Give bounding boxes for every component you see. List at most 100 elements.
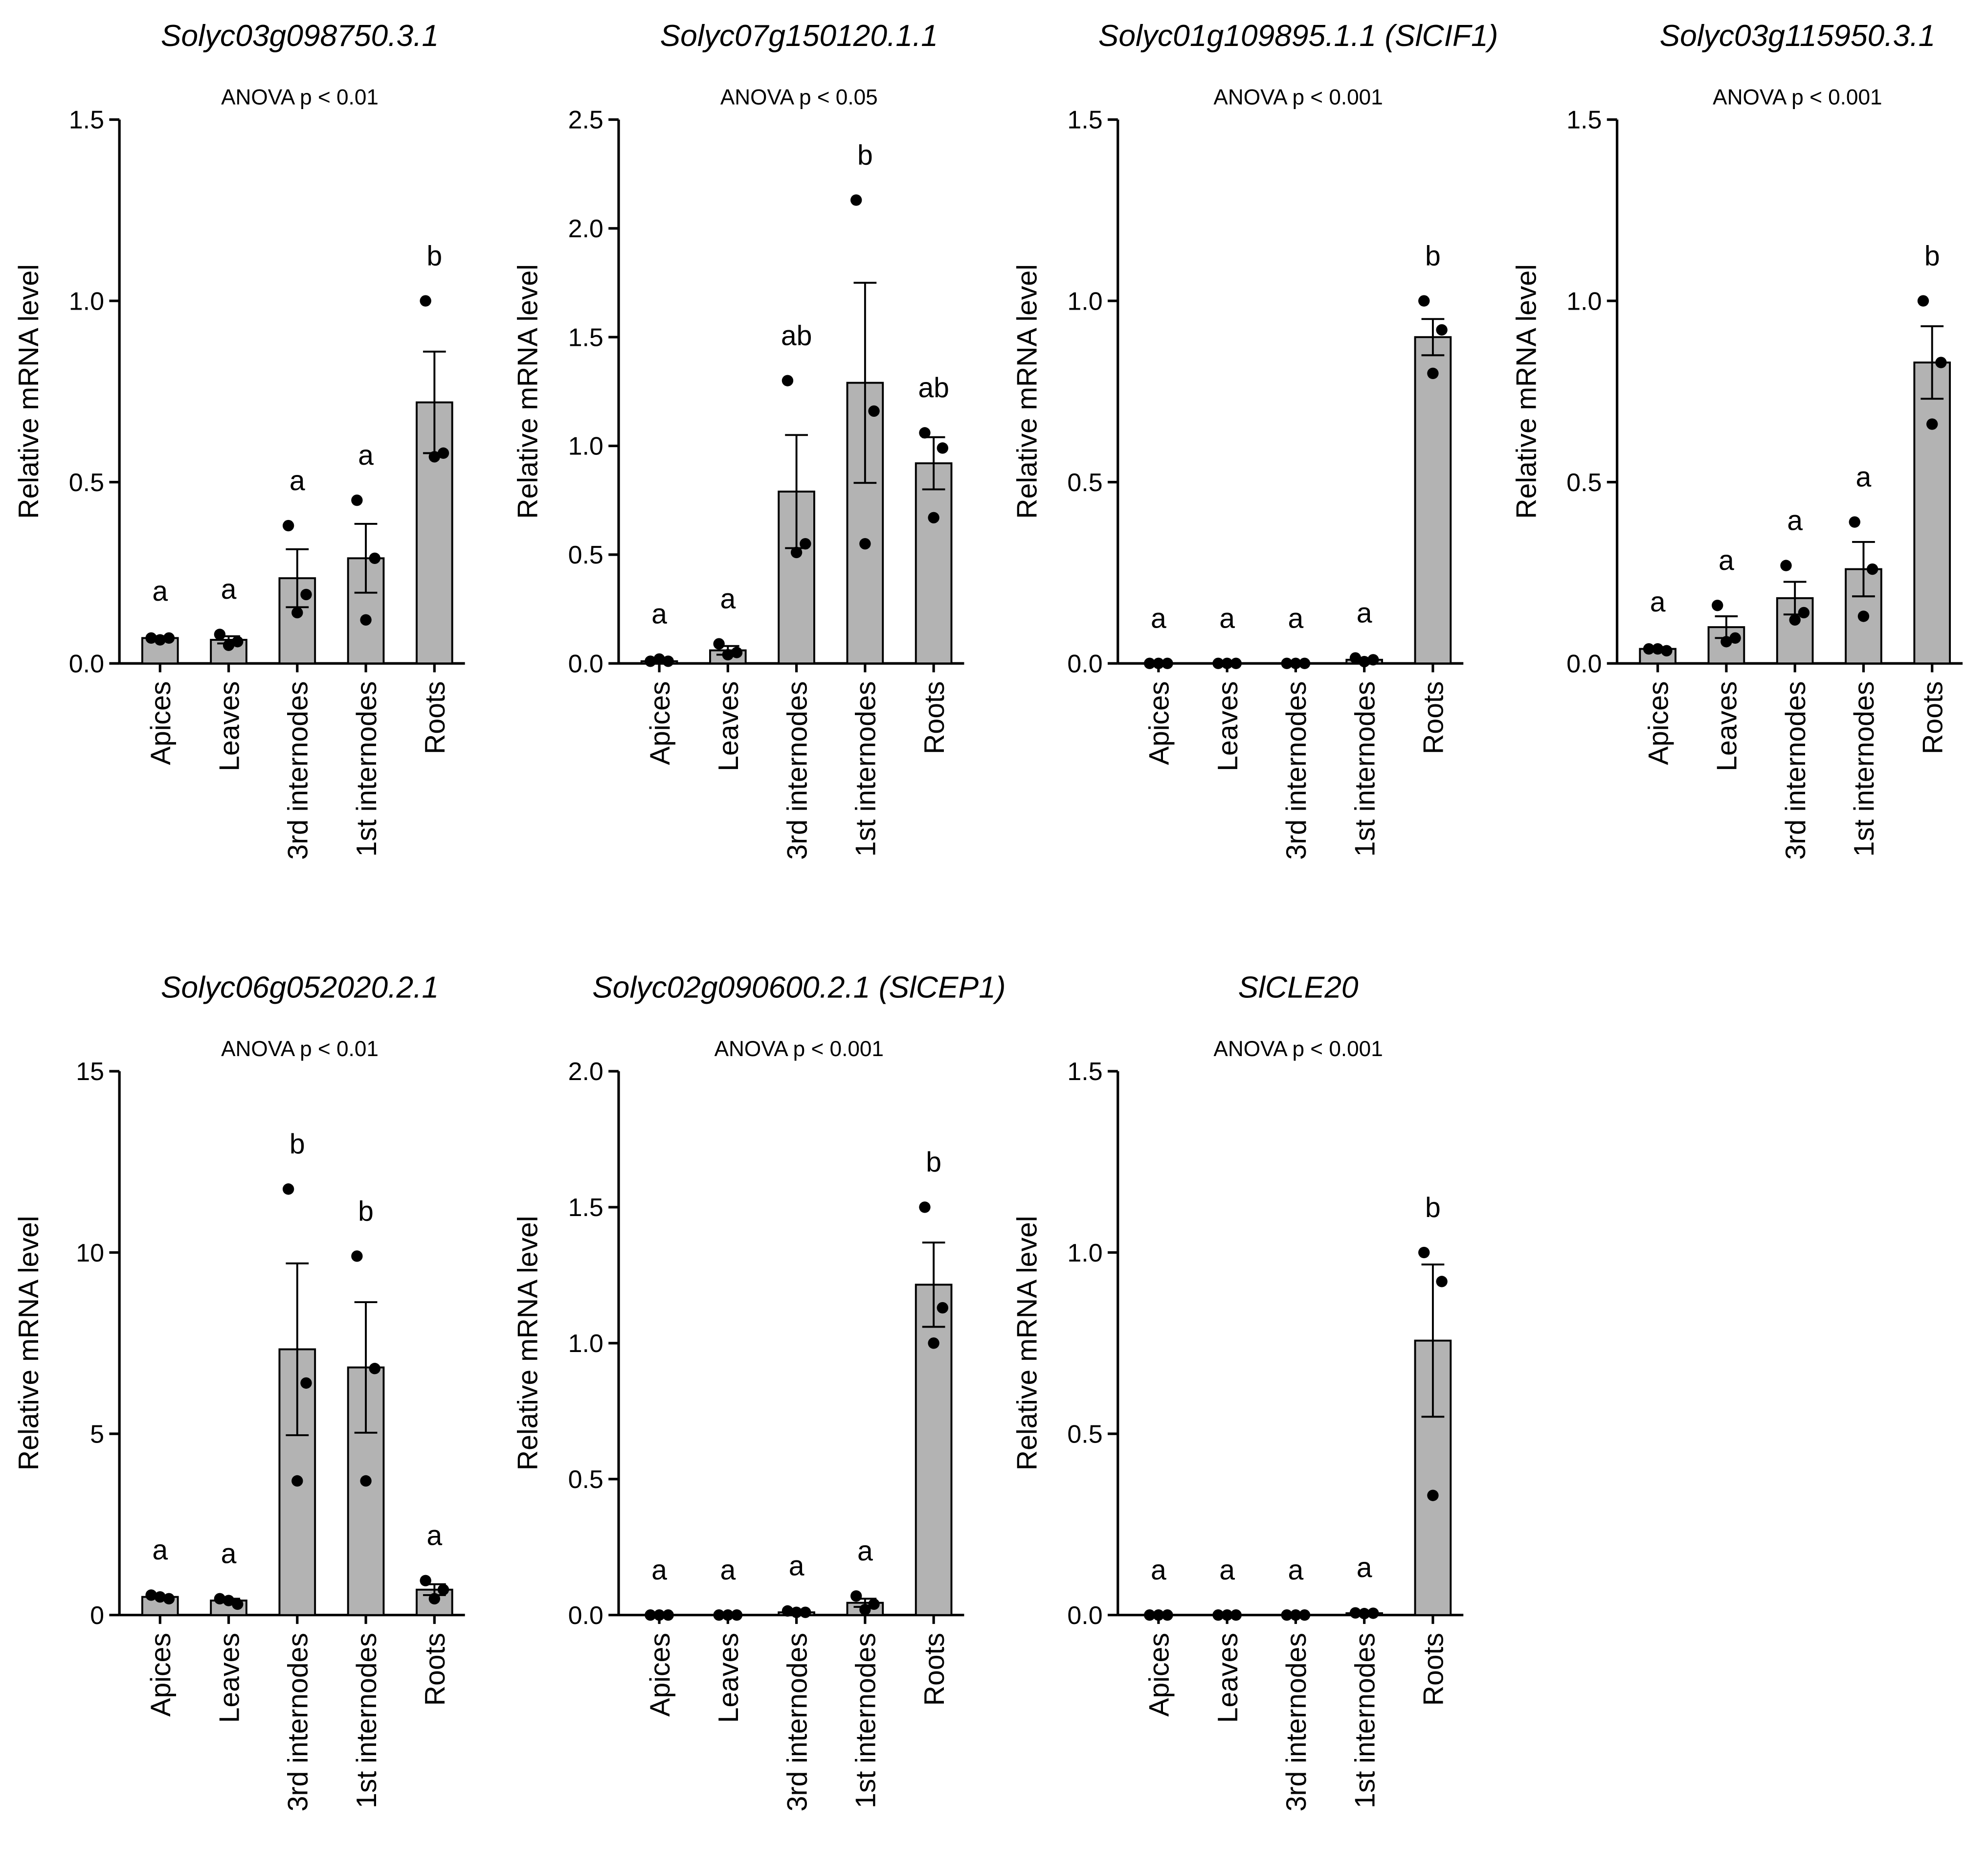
- y-tick-label: 0.0: [69, 650, 104, 678]
- data-point: [420, 1575, 431, 1586]
- panel-title: Solyc06g052020.2.1: [161, 970, 439, 1004]
- error-bar: [286, 1262, 309, 1437]
- data-point: [1427, 367, 1439, 380]
- data-point: [1298, 657, 1311, 669]
- data-point: [731, 1609, 743, 1621]
- y-tick-label: 0.5: [1566, 469, 1602, 497]
- data-point: [1866, 563, 1878, 575]
- panel: Solyc02g090600.2.1 (SlCEP1) ANOVA p < 0.0…: [513, 970, 1006, 1811]
- significance-letter: a: [290, 465, 305, 496]
- panel-title: Solyc01g109895.1.1 (SlCIF1): [1098, 19, 1498, 53]
- data-point: [1643, 643, 1655, 655]
- bar: [1913, 361, 1951, 665]
- y-axis-label: Relative mRNA level: [13, 264, 45, 519]
- data-point: [145, 632, 157, 644]
- y-tick-label: 5: [90, 1420, 104, 1448]
- bar: [915, 1284, 953, 1616]
- panel-subtitle: ANOVA p < 0.001: [1213, 1037, 1383, 1061]
- data-point: [850, 194, 862, 206]
- data-point: [1162, 1609, 1173, 1621]
- data-point: [282, 1183, 294, 1195]
- data-point: [713, 638, 725, 650]
- data-point: [1349, 1607, 1362, 1619]
- significance-letter: a: [152, 1534, 168, 1566]
- x-tick-label: Leaves: [1212, 681, 1244, 771]
- data-point: [1729, 632, 1741, 644]
- data-point: [437, 447, 449, 459]
- significance-letter: ab: [918, 372, 949, 404]
- significance-letter: a: [1357, 597, 1372, 629]
- error-bar: [1421, 1263, 1445, 1418]
- data-point: [300, 588, 312, 601]
- x-tick-label: Roots: [420, 681, 451, 754]
- data-point: [428, 451, 441, 463]
- significance-letter: b: [290, 1128, 305, 1160]
- panel-title: Solyc03g098750.3.1: [161, 19, 439, 53]
- y-tick-label: 1.5: [568, 1194, 603, 1222]
- x-tick-label: 3rd internodes: [283, 1633, 314, 1811]
- panel-subtitle: ANOVA p < 0.001: [715, 1037, 884, 1061]
- data-point: [868, 1598, 880, 1610]
- significance-letter: ab: [781, 320, 812, 351]
- y-tick-label: 1.5: [69, 106, 104, 135]
- data-point: [300, 1377, 312, 1389]
- data-point: [645, 655, 656, 667]
- y-tick-label: 0.0: [1566, 650, 1602, 678]
- data-point: [937, 1302, 948, 1314]
- significance-letter: a: [358, 440, 374, 471]
- data-point: [351, 495, 363, 506]
- data-point: [1153, 1609, 1164, 1621]
- x-tick-label: 3rd internodes: [283, 681, 314, 860]
- data-point: [1427, 1489, 1439, 1501]
- bar: [1414, 336, 1452, 665]
- data-point: [722, 649, 734, 661]
- data-point: [1349, 652, 1362, 664]
- data-point: [1298, 1609, 1311, 1621]
- x-tick-label: Roots: [420, 1633, 451, 1706]
- data-point: [782, 375, 794, 386]
- data-point: [800, 538, 811, 550]
- x-tick-label: Leaves: [713, 681, 744, 771]
- x-tick-label: Apices: [645, 681, 676, 765]
- data-point: [713, 1609, 725, 1621]
- y-tick-label: 15: [76, 1058, 104, 1086]
- data-point: [223, 639, 235, 651]
- data-point: [360, 614, 372, 626]
- y-tick-label: 0.0: [1067, 650, 1102, 678]
- data-point: [1720, 636, 1732, 648]
- significance-letter: b: [1924, 240, 1940, 271]
- data-point: [282, 519, 294, 532]
- significance-letter: b: [426, 240, 442, 271]
- data-point: [859, 538, 871, 550]
- x-tick-label: 1st internodes: [1849, 681, 1880, 857]
- data-point: [790, 546, 803, 559]
- y-tick-label: 0.0: [568, 650, 603, 678]
- panel-subtitle: ANOVA p < 0.05: [720, 85, 878, 109]
- data-point: [420, 295, 431, 307]
- data-point: [232, 636, 244, 648]
- panel-subtitle: ANOVA p < 0.01: [221, 85, 379, 109]
- data-point: [1652, 643, 1664, 655]
- panel: Solyc01g109895.1.1 (SlCIF1) ANOVA p < 0.0…: [1012, 19, 1498, 860]
- data-point: [1926, 418, 1938, 430]
- data-point: [1436, 324, 1448, 336]
- y-tick-label: 1.0: [1067, 1239, 1102, 1267]
- x-tick-label: Apices: [1643, 681, 1674, 765]
- data-point: [154, 634, 166, 646]
- significance-letter: b: [1425, 240, 1441, 271]
- x-tick-label: Leaves: [214, 681, 245, 771]
- data-point: [1712, 599, 1723, 611]
- y-tick-label: 2.5: [568, 106, 603, 135]
- data-point: [919, 1201, 931, 1213]
- significance-letter: b: [358, 1195, 374, 1227]
- significance-letter: a: [1719, 545, 1734, 576]
- panel: Solyc07g150120.1.1 ANOVA p < 0.05 Relative…: [513, 19, 964, 860]
- x-tick-label: 1st internodes: [1349, 681, 1381, 857]
- data-point: [928, 1337, 939, 1349]
- y-tick-label: 1.5: [1067, 106, 1102, 135]
- significance-letter: a: [651, 1555, 667, 1586]
- data-point: [1358, 1608, 1370, 1620]
- error-bar: [354, 522, 378, 594]
- y-tick-label: 1.0: [568, 1330, 603, 1358]
